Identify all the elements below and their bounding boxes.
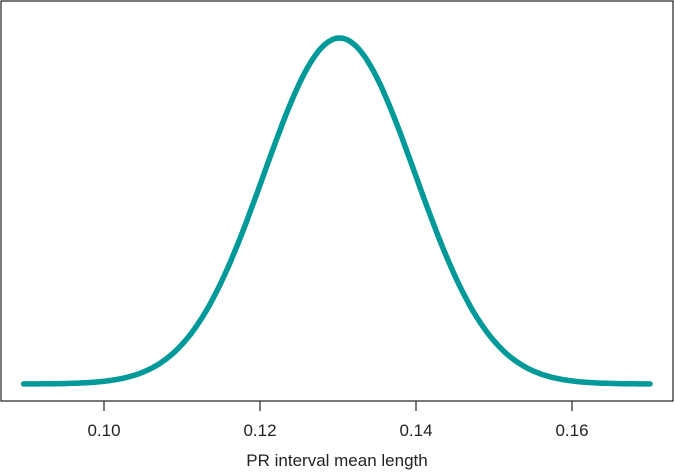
density-curve: [20, 35, 653, 387]
plot-frame: [0, 0, 674, 402]
x-tick-label: 0.16: [555, 421, 588, 440]
x-tick-label: 0.12: [243, 421, 276, 440]
x-axis-label: PR interval mean length: [246, 451, 427, 470]
x-tick-label: 0.14: [399, 421, 432, 440]
x-axis: 0.10 0.12 0.14 0.16: [87, 401, 589, 440]
x-tick-label: 0.10: [87, 421, 120, 440]
